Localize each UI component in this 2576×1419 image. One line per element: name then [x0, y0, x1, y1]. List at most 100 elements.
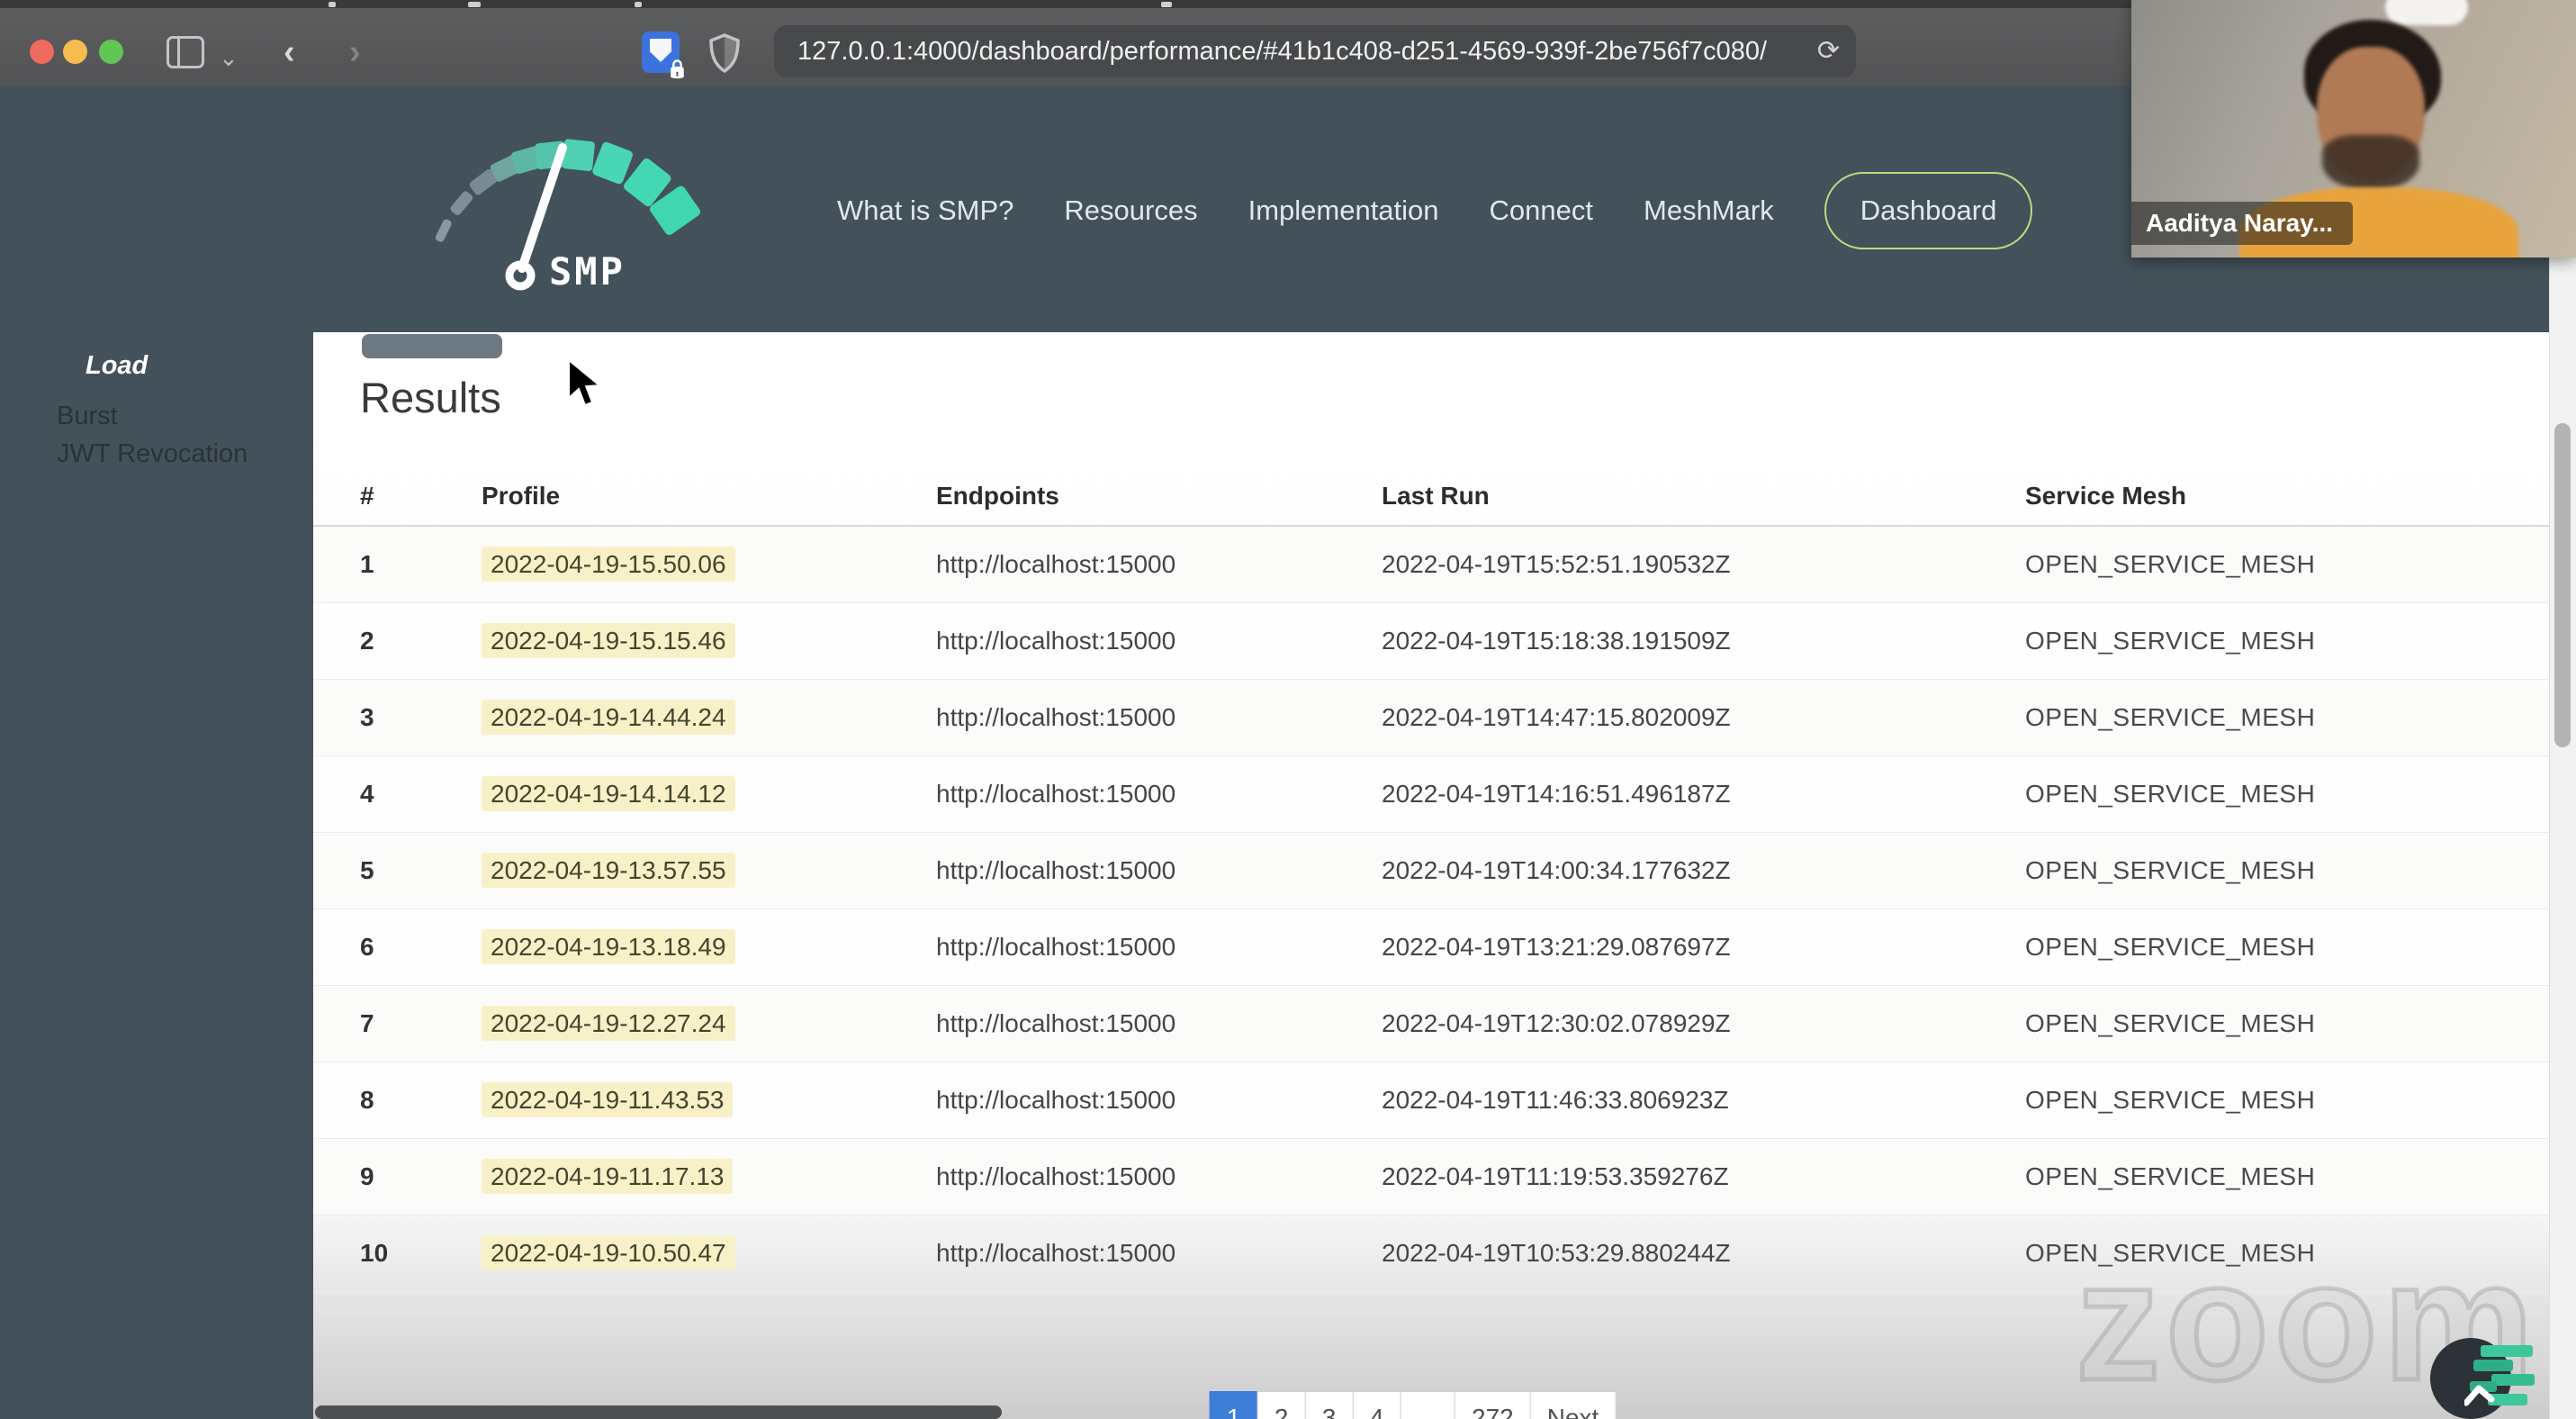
profile-cell: 2022-04-19-11.17.13: [482, 1159, 936, 1194]
service-mesh-cell: OPEN_SERVICE_MESH: [2025, 1162, 2316, 1190]
endpoints-cell: http://localhost:15000: [936, 703, 1176, 731]
next-page-button[interactable]: Next: [1529, 1391, 1617, 1419]
last-run-cell: 2022-04-19T11:46:33.806923Z: [1382, 1086, 1729, 1114]
profile-highlight[interactable]: 2022-04-19-13.18.49: [482, 929, 735, 964]
table-row: 8 2022-04-19-11.43.53 http://localhost:150…: [313, 1062, 2549, 1139]
nav-item-implementation[interactable]: Implementation: [1247, 194, 1439, 226]
profile-highlight[interactable]: 2022-04-19-14.14.12: [482, 776, 735, 811]
gauge-arc-segments: [435, 139, 701, 242]
mouse-cursor: [568, 358, 602, 407]
horizontal-scrollbar-thumb[interactable]: [315, 1405, 1002, 1419]
service-mesh-cell: OPEN_SERVICE_MESH: [2025, 1239, 2316, 1267]
last-run-cell: 2022-04-19T14:00:34.177632Z: [1382, 856, 1731, 884]
service-mesh-cell: OPEN_SERVICE_MESH: [2025, 1009, 2316, 1037]
profile-cell: 2022-04-19-12.27.24: [482, 1006, 936, 1041]
table-row: 4 2022-04-19-14.14.12 http://localhost:150…: [313, 756, 2549, 833]
minimize-window-button[interactable]: [63, 40, 87, 64]
results-table: # Profile Endpoints Last Run Service Mesh 1 2…: [313, 467, 2549, 1292]
endpoints-cell: http://localhost:15000: [936, 1086, 1176, 1114]
zoom-window-button[interactable]: [99, 40, 123, 64]
profile-cell: 2022-04-19-14.44.24: [482, 700, 936, 735]
row-number: 1: [360, 550, 374, 578]
person-beard: [2322, 135, 2419, 191]
page-button-4[interactable]: 4: [1352, 1391, 1401, 1419]
endpoints-cell: http://localhost:15000: [936, 1162, 1176, 1190]
page-button-3[interactable]: 3: [1304, 1391, 1354, 1419]
profile-highlight[interactable]: 2022-04-19-11.43.53: [482, 1082, 734, 1117]
page-button-2[interactable]: 2: [1256, 1391, 1306, 1419]
page-button-272[interactable]: 272: [1455, 1391, 1531, 1419]
table-row: 5 2022-04-19-13.57.55 http://localhost:150…: [313, 833, 2549, 909]
service-mesh-cell: OPEN_SERVICE_MESH: [2025, 856, 2316, 884]
participant-name-label: Aaditya Naray...: [2131, 202, 2354, 245]
row-number: 4: [360, 780, 374, 808]
service-mesh-cell: OPEN_SERVICE_MESH: [2025, 1086, 2316, 1114]
row-number: 7: [360, 1009, 374, 1037]
nav-item-what-is-smp[interactable]: What is SMP?: [837, 194, 1014, 226]
back-button[interactable]: ‹: [284, 33, 295, 71]
sidebar-item-burst[interactable]: Burst: [57, 402, 118, 430]
row-number: 6: [360, 933, 374, 961]
sidebar-item-jwt-revocation[interactable]: JWT Revocation: [57, 439, 248, 468]
page-button-[interactable]: ...: [1400, 1391, 1456, 1419]
reload-icon[interactable]: ⟳: [1816, 36, 1840, 66]
last-run-cell: 2022-04-19T14:16:51.496187Z: [1382, 780, 1731, 808]
table-row: 9 2022-04-19-11.17.13 http://localhost:150…: [313, 1139, 2549, 1216]
smp-floating-icon-glyph: [2464, 1345, 2535, 1406]
sidebar-item-load[interactable]: Load: [86, 351, 149, 380]
profile-highlight[interactable]: 2022-04-19-10.50.47: [482, 1235, 735, 1270]
gauge-needle: [518, 143, 567, 273]
row-number: 8: [360, 1086, 374, 1114]
last-run-cell: 2022-04-19T11:19:53.359276Z: [1382, 1162, 1729, 1190]
profile-highlight[interactable]: 2022-04-19-12.27.24: [482, 1006, 735, 1041]
last-run-cell: 2022-04-19T15:52:51.190532Z: [1382, 550, 1731, 578]
profile-highlight[interactable]: 2022-04-19-11.17.13: [482, 1159, 734, 1194]
endpoints-cell: http://localhost:15000: [936, 933, 1176, 961]
nav-item-meshmark[interactable]: MeshMark: [1644, 194, 1774, 226]
table-row: 3 2022-04-19-14.44.24 http://localhost:150…: [313, 680, 2549, 756]
vertical-scrollbar: [2549, 86, 2576, 1419]
profile-highlight[interactable]: 2022-04-19-15.15.46: [482, 623, 735, 658]
table-row: 1 2022-04-19-15.50.06 http://localhost:150…: [313, 527, 2549, 603]
scrolled-tab-button[interactable]: [362, 334, 502, 358]
row-number: 10: [360, 1239, 389, 1267]
column-header-last-run: Last Run: [1382, 482, 1490, 510]
forward-button[interactable]: ›: [349, 33, 361, 71]
profile-cell: 2022-04-19-13.57.55: [482, 853, 936, 888]
page-button-1[interactable]: 1: [1209, 1391, 1258, 1419]
last-run-cell: 2022-04-19T13:21:29.087697Z: [1382, 933, 1731, 961]
table-row: 10 2022-04-19-10.50.47 http://localhost:15…: [313, 1216, 2549, 1292]
profile-highlight[interactable]: 2022-04-19-13.57.55: [482, 853, 735, 888]
sidebar-toggle-icon[interactable]: [167, 36, 204, 68]
column-header-endpoints: Endpoints: [936, 482, 1059, 510]
endpoints-cell: http://localhost:15000: [936, 550, 1176, 578]
service-mesh-cell: OPEN_SERVICE_MESH: [2025, 703, 2316, 731]
column-header-service-mesh: Service Mesh: [2025, 482, 2186, 510]
webcam-background-blob: [2385, 0, 2468, 25]
row-number: 3: [360, 703, 374, 731]
profile-highlight[interactable]: 2022-04-19-15.50.06: [482, 547, 735, 582]
privacy-shield-icon[interactable]: [707, 33, 742, 73]
bitwarden-extension-icon[interactable]: [642, 32, 680, 73]
profile-cell: 2022-04-19-11.43.53: [482, 1082, 936, 1117]
chevron-down-icon[interactable]: ⌄: [219, 44, 239, 71]
table-row: 2 2022-04-19-15.15.46 http://localhost:150…: [313, 603, 2549, 680]
smp-logo[interactable]: SMP: [385, 104, 745, 298]
profile-highlight[interactable]: 2022-04-19-14.44.24: [482, 700, 735, 735]
profile-cell: 2022-04-19-13.18.49: [482, 929, 936, 964]
logo-text: SMP: [549, 249, 626, 294]
table-row: 7 2022-04-19-12.27.24 http://localhost:150…: [313, 986, 2549, 1062]
nav-item-dashboard[interactable]: Dashboard: [1824, 172, 2033, 249]
endpoints-cell: http://localhost:15000: [936, 856, 1176, 884]
endpoints-cell: http://localhost:15000: [936, 1009, 1176, 1037]
nav-item-connect[interactable]: Connect: [1489, 194, 1593, 226]
profile-cell: 2022-04-19-15.15.46: [482, 623, 936, 658]
nav-item-resources[interactable]: Resources: [1064, 194, 1198, 226]
url-field[interactable]: 127.0.0.1:4000/dashboard/performance/#41…: [774, 25, 1856, 77]
close-window-button[interactable]: [30, 40, 54, 64]
cropped-text-fragments: [0, 0, 2576, 8]
profile-cell: 2022-04-19-15.50.06: [482, 547, 936, 582]
vertical-scrollbar-thumb[interactable]: [2554, 423, 2571, 747]
column-header-: #: [360, 482, 374, 510]
